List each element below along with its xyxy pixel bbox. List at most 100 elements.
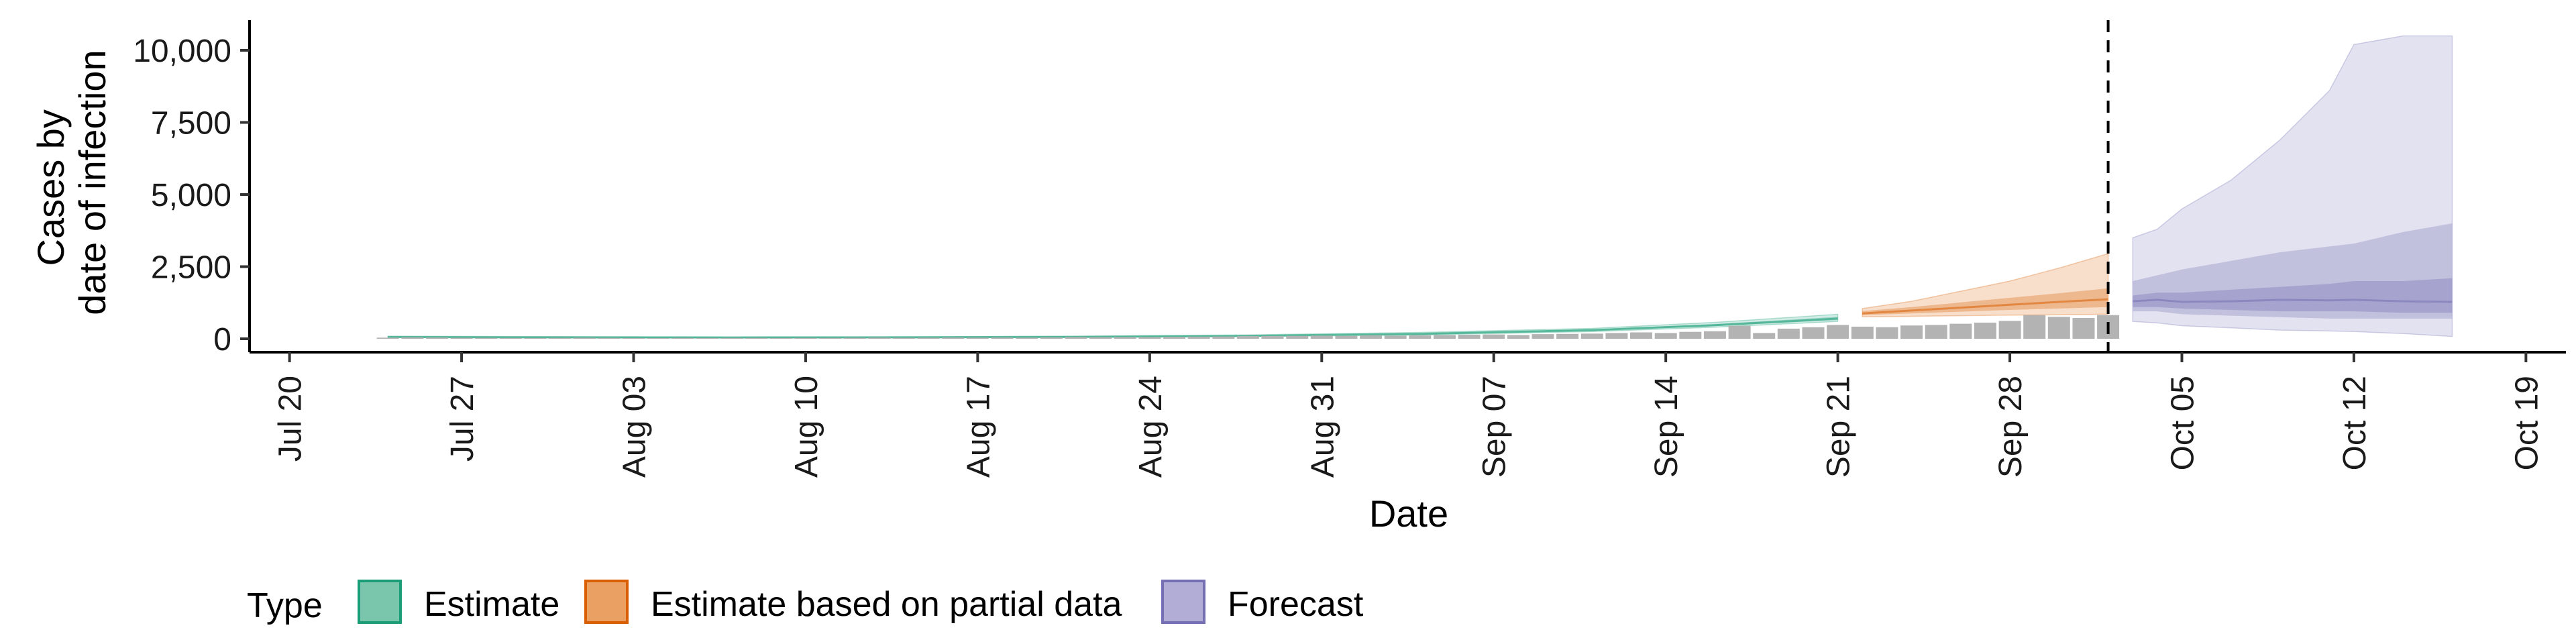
y-tick-label: 10,000 <box>133 34 231 69</box>
reported-cases-bar <box>1114 337 1136 339</box>
legend-key-partial <box>584 580 629 624</box>
y-tick-label: 0 <box>213 322 231 358</box>
reported-cases-bar <box>1163 337 1185 339</box>
reported-cases-bar <box>1998 321 2021 339</box>
estimate-based-on-partial-data-median-line <box>1862 298 2108 315</box>
reported-cases-bar <box>1335 335 1358 339</box>
reported-cases-bar <box>794 337 817 339</box>
reported-cases-bar <box>1728 325 1751 339</box>
estimate-based-on-partial-data-band-90 <box>1862 253 2109 318</box>
reported-cases-bar <box>868 337 891 339</box>
reported-cases-bar <box>1654 333 1677 339</box>
x-tick-label: Sep 21 <box>1821 376 1857 478</box>
y-tick-label: 2,500 <box>151 250 231 286</box>
reported-cases-bar <box>893 337 915 339</box>
reported-cases-bar <box>2072 318 2095 339</box>
reported-cases-bar <box>1016 337 1038 339</box>
reported-cases-bar <box>696 337 718 339</box>
reported-cases-bar <box>1974 322 1996 339</box>
reported-cases-bar <box>1605 333 1628 339</box>
legend-title: Type <box>247 586 323 625</box>
reported-cases-bar <box>1827 325 1849 339</box>
legend-label-forecast: Forecast <box>1228 585 1364 624</box>
x-tick-label: Aug 24 <box>1133 376 1169 478</box>
reported-cases-bar <box>401 337 424 339</box>
reported-cases-bar <box>1236 336 1259 339</box>
reported-cases-bar <box>450 337 473 339</box>
reported-cases-bar <box>966 337 989 339</box>
y-tick-label: 7,500 <box>151 106 231 142</box>
reported-cases-bar <box>745 337 768 339</box>
forecast-band-90 <box>2132 35 2453 337</box>
bands-layer <box>387 35 2453 339</box>
legend-key-estimate <box>358 580 402 624</box>
reported-cases-bar <box>942 337 965 339</box>
reported-cases-bar <box>1384 335 1407 339</box>
y-axis-title-line-1: Cases by <box>30 109 72 266</box>
reported-cases-bar <box>1703 331 1726 339</box>
bars-layer <box>376 315 2120 339</box>
x-tick-label: Aug 31 <box>1305 376 1340 478</box>
reported-cases-bar <box>1851 326 1874 339</box>
reported-cases-bar <box>1286 335 1309 339</box>
reported-cases-bar <box>376 337 399 339</box>
reported-cases-bar <box>499 337 522 339</box>
reported-cases-bar <box>991 337 1014 339</box>
x-tick-label: Oct 05 <box>2165 376 2201 470</box>
reported-cases-bar <box>475 337 498 339</box>
x-tick-label: Aug 03 <box>617 376 653 478</box>
x-tick-label: Sep 07 <box>1477 376 1513 478</box>
reported-cases-bar <box>647 337 669 339</box>
reported-cases-bar <box>1949 323 1972 339</box>
x-tick-label: Oct 12 <box>2337 376 2373 470</box>
x-tick-label: Aug 10 <box>789 376 824 478</box>
x-tick-label: Sep 14 <box>1649 376 1684 478</box>
reported-cases-bar <box>1360 335 1383 339</box>
reported-cases-bar <box>549 337 572 339</box>
reported-cases-bar <box>1065 337 1087 339</box>
legend: Type Estimate Estimate based on partial … <box>247 580 1364 625</box>
reported-cases-bar <box>1187 336 1210 339</box>
reported-cases-bar <box>843 337 866 339</box>
y-axis-title: Cases by date of infection <box>30 50 113 315</box>
x-ticks: Jul 20 Jul 27 Aug 03 Aug 10 Aug 17 Aug 24 Aug … <box>273 352 2544 478</box>
reported-cases-bar <box>1532 334 1554 339</box>
x-tick-label: Sep 28 <box>1993 376 2029 478</box>
reported-cases-bar <box>598 337 621 339</box>
y-axis-title-line-2: date of infection <box>71 50 113 315</box>
y-tick-label: 5,000 <box>151 178 231 213</box>
reported-cases-bar <box>1212 336 1235 339</box>
reported-cases-bar <box>573 337 596 339</box>
reported-cases-bar <box>1458 335 1481 339</box>
legend-label-partial: Estimate based on partial data <box>651 585 1122 624</box>
reported-cases-bar <box>1483 334 1505 339</box>
reported-cases-bar <box>1434 335 1456 339</box>
reported-cases-bar <box>1138 337 1161 339</box>
reported-cases-bar <box>623 337 645 339</box>
estimate-based-on-partial-data-band-50 <box>1862 288 2108 315</box>
reported-cases-bar <box>524 337 547 339</box>
y-ticks: 0 2,500 5,000 7,500 10,000 <box>133 34 250 358</box>
x-tick-label: Jul 20 <box>273 376 309 462</box>
reported-cases-bar <box>1753 333 1776 339</box>
legend-label-estimate: Estimate <box>424 585 559 624</box>
reported-cases-bar <box>1900 325 1923 339</box>
x-tick-label: Oct 19 <box>2509 376 2544 470</box>
reported-cases-bar <box>1876 327 1898 339</box>
legend-key-forecast <box>1161 580 1205 624</box>
reported-cases-bar <box>1409 335 1432 339</box>
forecast-band-inner <box>2133 278 2453 313</box>
x-tick-label: Jul 27 <box>445 376 480 462</box>
x-axis-title: Date <box>1369 492 1448 535</box>
forecast-band-50 <box>2133 223 2453 319</box>
forecast-median-line <box>2133 299 2453 303</box>
reported-cases-bar <box>1089 337 1112 339</box>
reported-cases-bar <box>1556 333 1579 339</box>
reported-cases-bar <box>1310 335 1333 339</box>
reported-cases-bar <box>2047 317 2070 339</box>
reported-cases-bar <box>1630 332 1652 339</box>
x-tick-label: Aug 17 <box>961 376 996 478</box>
reported-cases-bar <box>1802 327 1825 339</box>
axes-layer <box>248 20 2566 354</box>
